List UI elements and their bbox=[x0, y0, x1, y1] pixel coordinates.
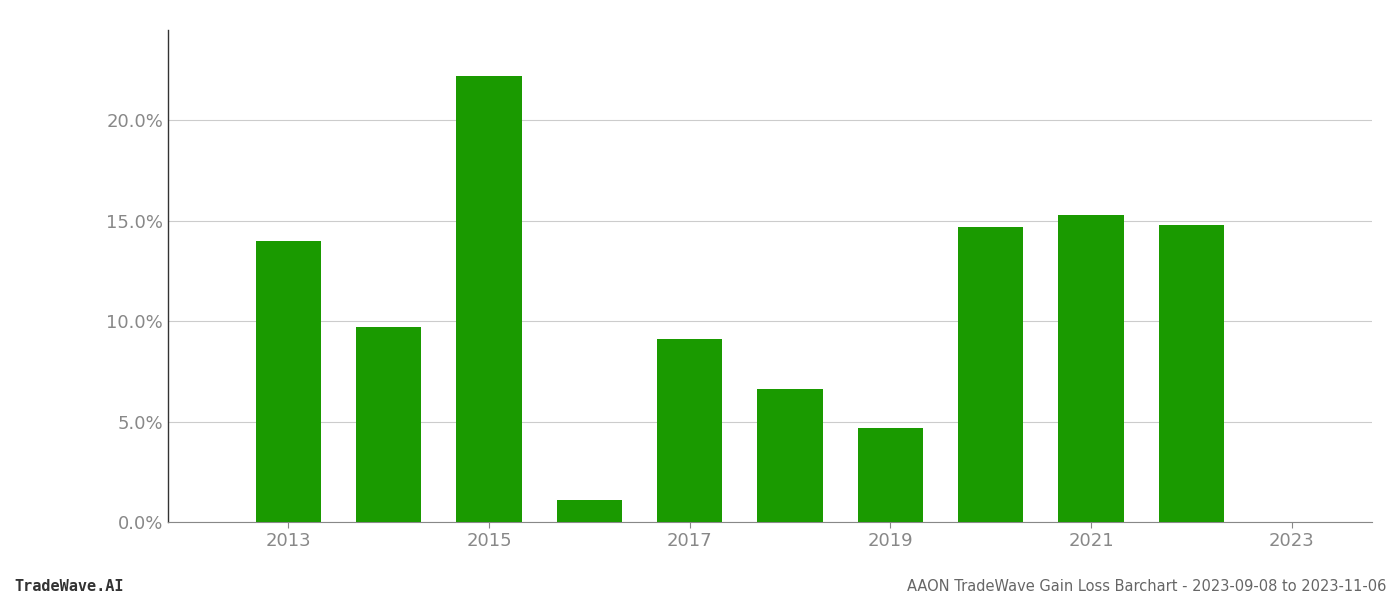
Bar bbox=[858, 428, 923, 522]
Bar bbox=[1159, 225, 1224, 522]
Bar bbox=[757, 389, 823, 522]
Bar bbox=[256, 241, 321, 522]
Bar bbox=[958, 227, 1023, 522]
Bar bbox=[456, 76, 522, 522]
Bar bbox=[657, 339, 722, 522]
Text: AAON TradeWave Gain Loss Barchart - 2023-09-08 to 2023-11-06: AAON TradeWave Gain Loss Barchart - 2023… bbox=[907, 579, 1386, 594]
Bar bbox=[1058, 215, 1124, 522]
Bar bbox=[356, 327, 421, 522]
Text: TradeWave.AI: TradeWave.AI bbox=[14, 579, 123, 594]
Bar bbox=[557, 500, 622, 522]
